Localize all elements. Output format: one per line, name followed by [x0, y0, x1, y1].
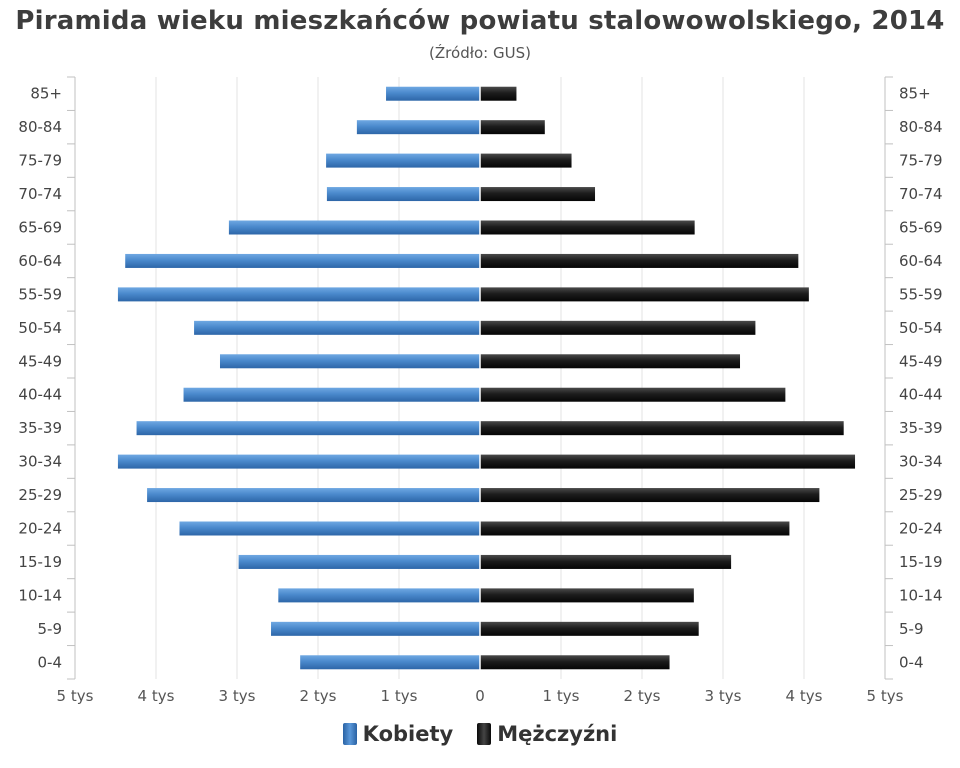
bar-mezczyzni — [480, 454, 856, 469]
bar-mezczyzni — [480, 387, 786, 402]
legend: Kobiety Mężczyźni — [0, 722, 960, 746]
category-label-left: 0-4 — [38, 653, 63, 671]
x-tick-label: 3 tys — [219, 687, 256, 705]
bar-kobiety — [326, 153, 480, 168]
x-tick-label: 4 tys — [138, 687, 175, 705]
bar-kobiety — [238, 554, 480, 569]
category-label-left: 10-14 — [18, 586, 62, 604]
bars — [117, 77, 856, 679]
category-label-right: 20-24 — [899, 520, 943, 538]
bar-kobiety — [278, 588, 480, 603]
legend-item-men[interactable]: Mężczyźni — [477, 722, 617, 746]
legend-label-women: Kobiety — [362, 722, 454, 746]
category-label-right: 65-69 — [899, 219, 943, 237]
bar-kobiety — [117, 454, 481, 469]
chart-title: Piramida wieku mieszkańców powiatu stalo… — [15, 6, 945, 36]
category-label-left: 50-54 — [18, 319, 62, 337]
category-label-left: 85+ — [30, 85, 62, 103]
category-label-left: 40-44 — [18, 386, 62, 404]
bar-kobiety — [183, 387, 481, 402]
category-label-right: 45-49 — [899, 352, 943, 370]
category-label-left: 65-69 — [18, 219, 62, 237]
bar-mezczyzni — [480, 421, 844, 436]
bar-mezczyzni — [480, 120, 545, 135]
bar-mezczyzni — [480, 253, 799, 268]
x-tick-label: 5 tys — [57, 687, 94, 705]
bar-kobiety — [125, 253, 480, 268]
x-tick-label: 0 — [475, 687, 485, 705]
legend-swatch-men — [477, 723, 492, 745]
category-label-right: 85+ — [899, 85, 931, 103]
category-label-right: 10-14 — [899, 586, 943, 604]
bar-kobiety — [356, 120, 480, 135]
category-label-left: 45-49 — [18, 352, 62, 370]
category-label-left: 80-84 — [18, 118, 62, 136]
bar-mezczyzni — [480, 488, 820, 503]
category-label-right: 5-9 — [899, 620, 924, 638]
category-label-left: 20-24 — [18, 520, 62, 538]
legend-item-women[interactable]: Kobiety — [342, 722, 454, 746]
category-label-right: 60-64 — [899, 252, 943, 270]
x-tick-label: 1 tys — [543, 687, 580, 705]
axis-labels: 5 tys 4 tys 3 tys 2 tys 1 tys 0 1 tys 2 tys 3 ty… — [18, 85, 942, 705]
category-label-left: 55-59 — [18, 285, 62, 303]
x-tick-label: 1 tys — [381, 687, 418, 705]
category-label-left: 15-19 — [18, 553, 62, 571]
category-label-left: 30-34 — [18, 453, 62, 471]
bar-mezczyzni — [480, 86, 517, 101]
category-label-right: 75-79 — [899, 152, 943, 170]
category-label-right: 15-19 — [899, 553, 943, 571]
bar-kobiety — [117, 287, 481, 302]
category-label-right: 55-59 — [899, 285, 943, 303]
category-label-left: 35-39 — [18, 419, 62, 437]
category-label-right: 25-29 — [899, 486, 943, 504]
bar-kobiety — [219, 354, 481, 369]
bar-kobiety — [136, 421, 480, 436]
bar-kobiety — [326, 187, 480, 202]
bar-kobiety — [147, 488, 480, 503]
legend-swatch-women — [342, 723, 357, 745]
category-label-left: 70-74 — [18, 185, 62, 203]
bar-mezczyzni — [480, 521, 790, 536]
bar-mezczyzni — [480, 655, 670, 670]
bar-kobiety — [228, 220, 480, 235]
bar-mezczyzni — [480, 588, 694, 603]
category-label-right: 40-44 — [899, 386, 943, 404]
bar-mezczyzni — [480, 554, 732, 569]
x-tick-label: 5 tys — [867, 687, 904, 705]
bar-kobiety — [271, 621, 480, 636]
chart-subtitle: (Źródło: GUS) — [429, 44, 531, 62]
bar-mezczyzni — [480, 153, 572, 168]
bar-kobiety — [194, 320, 480, 335]
bar-mezczyzni — [480, 354, 741, 369]
bar-mezczyzni — [480, 320, 756, 335]
bar-kobiety — [300, 655, 480, 670]
bar-kobiety — [179, 521, 481, 536]
bar-mezczyzni — [480, 621, 699, 636]
bar-mezczyzni — [480, 220, 695, 235]
bar-kobiety — [386, 86, 480, 101]
x-tick-label: 2 tys — [300, 687, 337, 705]
x-tick-label: 2 tys — [624, 687, 661, 705]
category-label-left: 5-9 — [38, 620, 63, 638]
category-label-right: 50-54 — [899, 319, 943, 337]
axis-lines — [67, 76, 893, 680]
category-label-right: 0-4 — [899, 653, 924, 671]
category-label-right: 70-74 — [899, 185, 943, 203]
bar-mezczyzni — [480, 287, 809, 302]
category-label-right: 80-84 — [899, 118, 943, 136]
x-tick-label: 4 tys — [786, 687, 823, 705]
category-label-right: 30-34 — [899, 453, 943, 471]
x-tick-label: 3 tys — [705, 687, 742, 705]
category-label-left: 25-29 — [18, 486, 62, 504]
category-label-right: 35-39 — [899, 419, 943, 437]
bar-mezczyzni — [480, 187, 596, 202]
category-label-left: 60-64 — [18, 252, 62, 270]
legend-label-men: Mężczyźni — [497, 722, 618, 746]
category-label-left: 75-79 — [18, 152, 62, 170]
